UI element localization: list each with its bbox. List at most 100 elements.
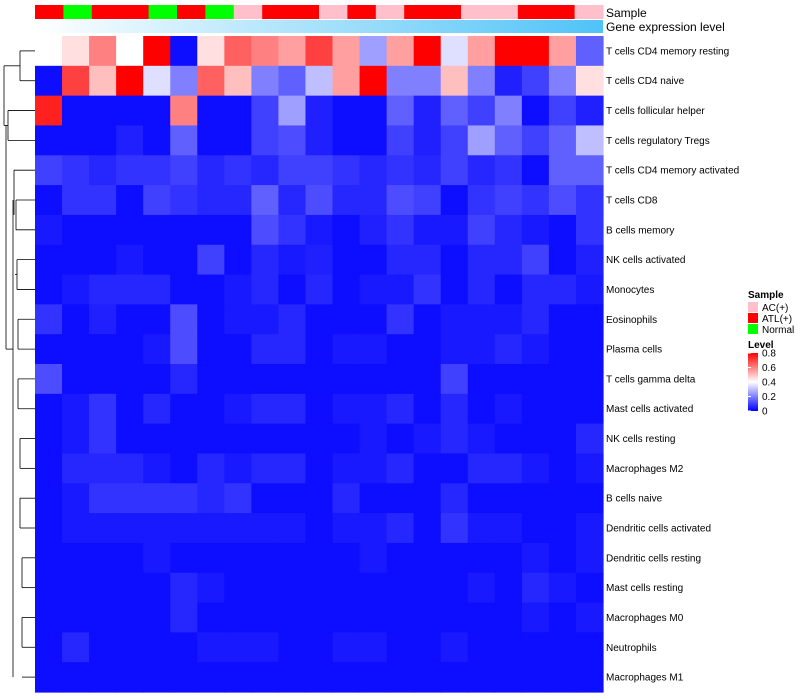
heatmap-cells [35, 36, 604, 693]
heatmap-cell [548, 662, 577, 693]
heatmap-cell [359, 304, 388, 335]
heatmap-cell [386, 453, 415, 484]
heatmap-cell [359, 513, 388, 544]
heatmap-cell [548, 65, 577, 97]
heatmap-cell [494, 95, 523, 127]
heatmap-cell [89, 274, 117, 305]
heatmap-cell [386, 364, 415, 395]
heatmap-cell [386, 185, 415, 216]
heatmap-cell [359, 155, 388, 186]
heatmap-cell [494, 572, 523, 604]
heatmap-cell [440, 125, 469, 156]
heatmap-cell [116, 185, 144, 216]
heatmap-cell [197, 364, 225, 395]
heatmap-cell [332, 393, 361, 425]
sample-annotation-cell [205, 5, 235, 19]
heatmap-cell [386, 155, 415, 186]
heatmap-cell [278, 214, 307, 246]
heatmap-cell [116, 423, 144, 455]
heatmap-cell [332, 453, 361, 484]
heatmap-cell [548, 334, 577, 365]
heatmap-cell [440, 334, 469, 365]
heatmap-cell [413, 662, 442, 693]
heatmap-cell [440, 632, 469, 663]
heatmap-cell [143, 542, 171, 574]
heatmap-cell [170, 65, 198, 97]
heatmap-cell [89, 95, 117, 127]
sample-annotation-cell [290, 5, 320, 19]
heatmap-cell [116, 274, 144, 305]
heatmap-cell [224, 572, 252, 604]
heatmap-cell [467, 125, 496, 156]
heatmap-cell [89, 244, 117, 276]
heatmap-cell [332, 513, 361, 544]
sample-annotation-cell [177, 5, 206, 19]
heatmap-cell [197, 304, 225, 335]
heatmap-cell [440, 602, 469, 633]
heatmap-cell [386, 393, 415, 425]
heatmap-cell [575, 214, 604, 246]
heatmap-cell [521, 155, 550, 186]
row-label: Macrophages M1 [606, 673, 684, 684]
heatmap-cell [278, 364, 307, 395]
heatmap-cell [143, 602, 171, 633]
heatmap-cell [575, 393, 604, 425]
heatmap-cell [467, 602, 496, 633]
heatmap-cell [197, 125, 225, 156]
heatmap-cell [224, 244, 252, 276]
heatmap-cell [197, 185, 225, 216]
row-label: Mast cells activated [606, 404, 693, 415]
heatmap-cell [62, 662, 90, 693]
heatmap-cell [359, 125, 388, 156]
heatmap-cell [35, 274, 63, 305]
heatmap-cell [35, 95, 63, 127]
level-legend-colorbar [748, 353, 758, 411]
heatmap-cell [143, 662, 171, 693]
row-label: Neutrophils [606, 643, 657, 654]
heatmap-cell [116, 542, 144, 574]
heatmap-cell [548, 304, 577, 335]
heatmap-cell [386, 483, 415, 514]
heatmap-cell [305, 632, 334, 663]
heatmap-cell [359, 65, 388, 97]
heatmap-cell [386, 334, 415, 365]
heatmap-cell [413, 244, 442, 276]
heatmap-cell [440, 185, 469, 216]
level-legend: Level 0.8 0.6 0.4 0.2 0 [748, 340, 776, 418]
heatmap-cell [89, 185, 117, 216]
heatmap-cell [197, 155, 225, 186]
heatmap-cell [413, 602, 442, 633]
heatmap-cell [494, 155, 523, 186]
heatmap-cell [197, 572, 225, 604]
heatmap-cell [440, 662, 469, 693]
heatmap-cell [386, 95, 415, 127]
heatmap-cell [224, 304, 252, 335]
heatmap-cell [116, 662, 144, 693]
heatmap-cell [467, 274, 496, 305]
heatmap-cell [35, 185, 63, 216]
row-label: Plasma cells [606, 345, 662, 356]
heatmap-cell [413, 632, 442, 663]
heatmap-cell [251, 185, 280, 216]
heatmap-cell [494, 602, 523, 633]
heatmap-cell [170, 393, 198, 425]
heatmap-cell [332, 334, 361, 365]
heatmap-cell [278, 453, 307, 484]
row-labels: T cells CD4 memory resting T cells CD4 na… [606, 46, 739, 683]
heatmap-cell [251, 304, 280, 335]
heatmap-cell [62, 125, 90, 156]
heatmap-cell [494, 244, 523, 276]
heatmap-cell [413, 423, 442, 455]
heatmap-cell [251, 453, 280, 484]
heatmap-cell [170, 364, 198, 395]
heatmap-cell [170, 244, 198, 276]
heatmap-cell [494, 214, 523, 246]
level-legend-tick-label: 0.2 [762, 392, 776, 403]
heatmap-cell [62, 65, 90, 97]
heatmap-cell [35, 393, 63, 425]
row-label: Mast cells resting [606, 583, 683, 594]
heatmap-cell [332, 423, 361, 455]
heatmap-cell [251, 572, 280, 604]
heatmap-cell [575, 632, 604, 663]
